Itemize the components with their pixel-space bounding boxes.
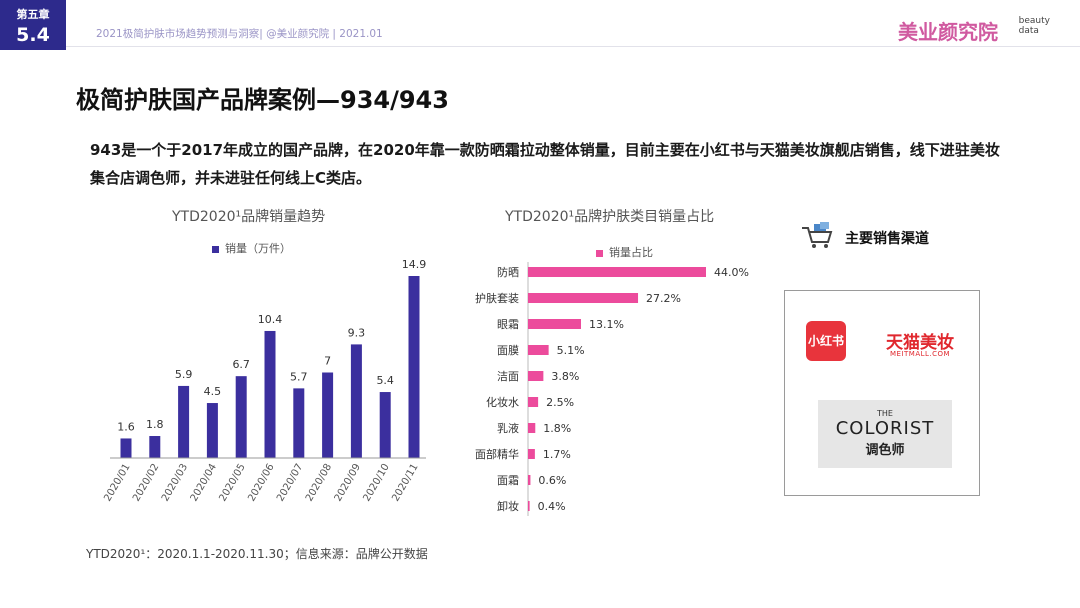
month-tick-label: 2020/04 (189, 462, 219, 503)
channel-box (784, 290, 980, 496)
legend-label: 销量占比 (609, 246, 653, 259)
sales-bar (178, 385, 190, 458)
sales-value-label: 1.6 (117, 420, 135, 433)
category-label: 面霜 (497, 474, 519, 487)
category-value-label: 0.6% (538, 474, 566, 487)
colorist-logo: THE COLORIST 调色师 (818, 400, 952, 468)
sales-value-label: 5.9 (175, 368, 193, 381)
brand-logo: 美业颜究院 (898, 20, 998, 44)
tmall-logo: 天猫美妆 (886, 333, 954, 353)
month-tick-label: 2020/09 (333, 462, 363, 503)
month-tick-label: 2020/11 (390, 462, 420, 503)
sales-bar (293, 388, 305, 458)
category-value-label: 27.2% (646, 292, 681, 305)
brand-en-1: beauty (1018, 16, 1050, 26)
category-label: 护肤套装 (475, 291, 519, 305)
category-bar (528, 371, 544, 381)
sales-bar (350, 344, 362, 458)
sales-value-label: 1.8 (146, 418, 164, 431)
sales-bar (120, 438, 132, 458)
category-label: 洁面 (497, 370, 519, 383)
sales-bar (149, 436, 161, 458)
legend-swatch (212, 245, 219, 253)
sales-trend-legend: 销量（万件） (212, 240, 291, 256)
footnote: YTD2020¹：2020.1.1-2020.11.30；信息来源：品牌公开数据 (86, 547, 428, 561)
sales-value-label: 5.4 (376, 374, 394, 387)
tmall-logo-sub: MEITMALL.COM (890, 350, 951, 358)
category-label: 乳液 (497, 421, 519, 435)
category-value-label: 44.0% (714, 266, 749, 279)
sales-value-label: 5.7 (290, 370, 308, 383)
sales-bar (235, 376, 247, 458)
category-label: 化妆水 (486, 395, 519, 409)
sales-value-label: 6.7 (232, 358, 250, 371)
chapter-badge: 第五章 5.4 (0, 0, 66, 50)
category-bar (528, 319, 581, 329)
category-value-label: 3.8% (551, 370, 579, 383)
page-title: 极简护肤国产品牌案例—934/943 (76, 86, 449, 114)
category-bar (528, 449, 535, 459)
category-value-label: 2.5% (546, 396, 574, 409)
report-line: 2021极简护肤市场趋势预测与洞察| @美业颜究院 | 2021.01 (96, 28, 383, 40)
month-tick-label: 2020/02 (131, 462, 161, 503)
legend-label: 销量（万件） (225, 242, 291, 255)
month-tick-label: 2020/01 (102, 462, 132, 503)
category-value-label: 5.1% (557, 344, 585, 357)
sales-bar (408, 276, 420, 458)
category-label: 防晒 (497, 265, 519, 279)
sales-trend-title: YTD2020¹品牌销量趋势 (172, 209, 326, 225)
chapter-number: 5.4 (16, 24, 50, 46)
header-divider (66, 46, 1080, 47)
colorist-name: COLORIST (835, 418, 935, 439)
category-bar (528, 397, 539, 407)
category-value-label: 13.1% (589, 318, 624, 331)
month-tick-label: 2020/05 (217, 462, 247, 503)
category-value-label: 1.7% (543, 448, 571, 461)
sales-value-label: 7 (324, 354, 331, 367)
description: 943是一个于2017年成立的国产品牌，在2020年靠一款防晒霜拉动整体销量，目… (90, 141, 1000, 187)
category-value-label: 0.4% (538, 500, 566, 513)
sales-value-label: 9.3 (348, 326, 366, 339)
category-label: 面膜 (497, 344, 519, 357)
category-bar (528, 501, 530, 511)
sales-bar (264, 330, 276, 458)
category-label: 卸妆 (497, 499, 519, 513)
brand-en-2: data (1018, 26, 1039, 36)
month-tick-label: 2020/07 (275, 462, 305, 503)
month-tick-label: 2020/10 (361, 462, 391, 503)
month-tick-label: 2020/03 (160, 462, 190, 503)
category-value-label: 1.8% (543, 422, 571, 435)
sales-bar (322, 372, 334, 458)
category-share-title: YTD2020¹品牌护肤类目销量占比 (505, 209, 715, 225)
sales-value-label: 4.5 (204, 385, 222, 398)
colorist-cn: 调色师 (865, 443, 905, 458)
category-bar (528, 345, 549, 355)
category-label: 面部精华 (475, 447, 519, 461)
legend-swatch (596, 249, 603, 257)
chapter-label: 第五章 (16, 8, 50, 21)
sales-value-label: 10.4 (258, 313, 283, 326)
channel-title: 主要销售渠道 (845, 231, 929, 247)
shopping-cart-icon (802, 222, 833, 248)
colorist-the: THE (877, 409, 893, 418)
month-tick-label: 2020/08 (304, 462, 334, 503)
sales-bar (206, 403, 218, 458)
category-share-legend: 销量占比 (596, 244, 653, 260)
sales-value-label: 14.9 (402, 258, 427, 271)
category-bar (528, 475, 531, 485)
brand-logo-en: beauty data (1019, 16, 1050, 36)
category-label: 眼霜 (497, 318, 519, 331)
category-bar (528, 293, 639, 303)
category-bar (528, 267, 706, 277)
month-tick-label: 2020/06 (246, 462, 276, 503)
sales-bar (379, 392, 391, 458)
category-bar (528, 423, 536, 433)
xiaohongshu-logo: 小红书 (806, 321, 846, 361)
